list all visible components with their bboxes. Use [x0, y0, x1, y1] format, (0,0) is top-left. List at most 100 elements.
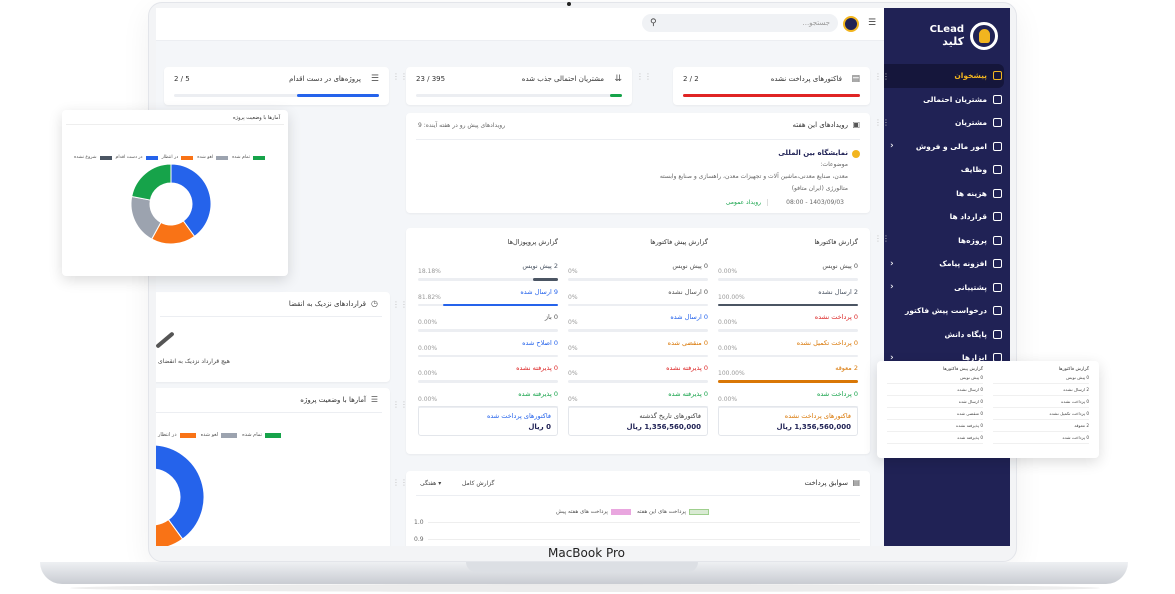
kpi-unpaid-invoices[interactable]: ▤ فاکتورهای پرداخت نشده 2 / 2	[673, 67, 870, 105]
report-row[interactable]: 0 پرداخت تکمیل نشده 0.00%	[718, 339, 858, 363]
sidebar-item[interactable]: درخواست پیش فاکتور	[884, 299, 1010, 323]
sidebar-item-label: پروژه‌ها	[958, 235, 987, 245]
kpi-projects-in-progress[interactable]: ☰ پروژه‌های در دست اقدام 2 / 5	[164, 67, 389, 105]
report-row-percent: 100.00%	[718, 293, 745, 301]
drag-handle-icon[interactable]: ⋮⋮	[874, 72, 890, 81]
sidebar-item[interactable]: وظایف	[884, 158, 1010, 182]
report-row[interactable]: 0 پذیرفته نشده 0%	[568, 364, 708, 388]
project-stats-legend: تمام شده لغو شده در انتظار	[158, 432, 282, 438]
report-row[interactable]: 9 ارسال شده 81.82%	[418, 288, 558, 312]
event-subject: موضوعات:	[820, 161, 848, 168]
donut-slice[interactable]	[131, 164, 172, 201]
report-row-percent: 0.00%	[718, 395, 738, 403]
report-row[interactable]: 0 پیش نویس 0.00%	[718, 262, 858, 286]
report-row-label: 2 پیش نویس	[522, 262, 558, 270]
report-row[interactable]: 0 پرداخت نشده 0.00%	[718, 313, 858, 337]
sidebar-item[interactable]: امور مالی و فروش ‹	[884, 135, 1010, 159]
report-summary[interactable]: فاکتورهای پرداخت نشده 1,356,560,000 ریال	[718, 406, 858, 436]
drag-handle-icon[interactable]: ⋮⋮	[636, 72, 652, 81]
sidebar-item[interactable]: هزینه ها	[884, 182, 1010, 206]
project-stats-title: آمارها با وضعیت پروژه	[300, 396, 366, 404]
home-icon	[993, 71, 1002, 81]
float-report-row: 0 پرداخت شده	[993, 432, 1089, 444]
report-summary[interactable]: فاکتورهای تاریخ گذشته 1,356,560,000 ریال	[568, 406, 708, 436]
search-input[interactable]: جستجو... ⚲	[642, 14, 838, 32]
sidebar-item[interactable]: پایگاه دانش	[884, 323, 1010, 347]
report-summary[interactable]: فاکتورهای پرداخت شده 0 ریال	[418, 406, 558, 436]
menu-toggle-icon[interactable]: ☰	[868, 18, 877, 28]
sidebar-item-label: هزینه ها	[956, 188, 987, 198]
drag-handle-icon[interactable]: ⋮⋮	[392, 72, 408, 81]
search-icon[interactable]: ⚲	[650, 18, 657, 28]
period-select[interactable]: ▾ هفتگی	[420, 480, 442, 487]
sidebar-item[interactable]: مشتریان	[884, 111, 1010, 135]
document-icon: ▤	[852, 478, 860, 487]
sliders-icon: ☰	[370, 74, 379, 84]
float-report-row: 0 پرداخت تکمیل نشده	[993, 408, 1089, 420]
float-donut-title: آمارها با وضعیت پروژه	[233, 115, 280, 121]
report-row-bar	[568, 354, 708, 357]
sidebar-item[interactable]: مشتریان احتمالی	[884, 88, 1010, 112]
report-row[interactable]: 0 پذیرفته نشده 0.00%	[418, 364, 558, 388]
avatar[interactable]	[843, 16, 859, 32]
report-row-label: 0 پیش نویس	[672, 262, 708, 270]
report-row[interactable]: 0 منقضی شده 0%	[568, 339, 708, 363]
floating-donut-card: آمارها با وضعیت پروژه تمام شده لغو شده د…	[62, 110, 288, 276]
kpi-converted-leads[interactable]: ⇊ مشتریان احتمالی جذب شده 23 / 395	[406, 67, 632, 105]
report-row-label: 0 پیش نویس	[822, 262, 858, 270]
payment-history-card: سوابق پرداخت ▤ گزارش کامل ▾ هفتگی پرداخت…	[406, 471, 870, 546]
report-row[interactable]: 0 ارسال شده 0%	[568, 313, 708, 337]
chevron-left-icon[interactable]: ‹	[890, 258, 894, 269]
event-title[interactable]: نمایشگاه بین المللی	[778, 149, 848, 157]
drag-handle-icon[interactable]: ⋮⋮	[392, 300, 408, 309]
list-icon: ☰	[370, 395, 378, 404]
chevron-left-icon[interactable]: ‹	[890, 352, 894, 363]
report-row-bar	[568, 329, 708, 332]
full-report-link[interactable]: گزارش کامل	[462, 480, 495, 487]
sidebar-item[interactable]: پیشخوان	[884, 64, 1004, 88]
float-report-label: 0 پرداخت نشده	[1061, 399, 1089, 404]
drag-handle-icon[interactable]: ⋮⋮	[874, 118, 890, 127]
drag-handle-icon[interactable]: ⋮⋮	[392, 478, 408, 487]
sidebar-item[interactable]: افزونه پیامک ‹	[884, 252, 1010, 276]
report-row[interactable]: 0 اصلاح شده 0.00%	[418, 339, 558, 363]
event-tag[interactable]: رویداد عمومی	[726, 199, 768, 206]
sidebar-item[interactable]: پروژه‌ها	[884, 229, 1010, 253]
report-row[interactable]: 0 پیش نویس 0%	[568, 262, 708, 286]
donut-slice[interactable]	[156, 444, 205, 540]
report-row[interactable]: 2 ارسال نشده 100.00%	[718, 288, 858, 312]
drag-handle-icon[interactable]: ⋮⋮	[874, 234, 890, 243]
report-row-label: 0 ارسال نشده	[668, 287, 708, 296]
float-report-label: 0 پذیرفته شده	[957, 435, 983, 440]
report-summary-label: فاکتورهای پرداخت شده	[486, 412, 551, 420]
sidebar-item[interactable]: پشتیبانی ‹	[884, 276, 1010, 300]
message-icon	[993, 259, 1002, 269]
report-row-percent: 0.00%	[418, 395, 438, 403]
estimate-report: گزارش پیش فاکتورها 0 پیش نویس 0% 0 ارسال نش…	[568, 228, 708, 440]
donut-slice[interactable]	[170, 164, 212, 238]
legend-item: لغو شده	[197, 155, 214, 160]
report-row-bar	[568, 380, 708, 383]
report-row-bar-fill	[718, 303, 858, 306]
clock-icon: ◷	[371, 299, 378, 308]
brand[interactable]: CLead کلید	[884, 8, 1010, 64]
device-label: MacBook Pro	[548, 546, 626, 560]
report-row[interactable]: 2 پیش نویس 18.18%	[418, 262, 558, 286]
report-row[interactable]: 0 باز 0.00%	[418, 313, 558, 337]
float-report-row: 2 ارسال نشده	[993, 384, 1089, 396]
chevron-left-icon[interactable]: ‹	[890, 141, 894, 152]
donut-slice[interactable]	[156, 518, 184, 546]
report-row[interactable]: 0 ارسال نشده 0%	[568, 288, 708, 312]
report-row-percent: 0%	[568, 344, 578, 352]
report-row[interactable]: 2 معوقه 100.00%	[718, 364, 858, 388]
report-row-bar	[418, 329, 558, 332]
chevron-left-icon[interactable]: ‹	[890, 282, 894, 293]
project-stats-donut	[156, 444, 205, 546]
sidebar-item[interactable]: قرارداد ها	[884, 205, 1010, 229]
legend-item: شروع نشده	[74, 155, 97, 160]
laptop-shadow	[70, 584, 1100, 592]
report-row-label: 0 پرداخت نشده	[814, 313, 858, 321]
payments-legend: پرداخت های این هفته پرداخت های هفته پیش	[556, 509, 709, 515]
drag-handle-icon[interactable]: ⋮⋮	[392, 400, 408, 409]
y-tick: 1.0	[414, 519, 424, 526]
